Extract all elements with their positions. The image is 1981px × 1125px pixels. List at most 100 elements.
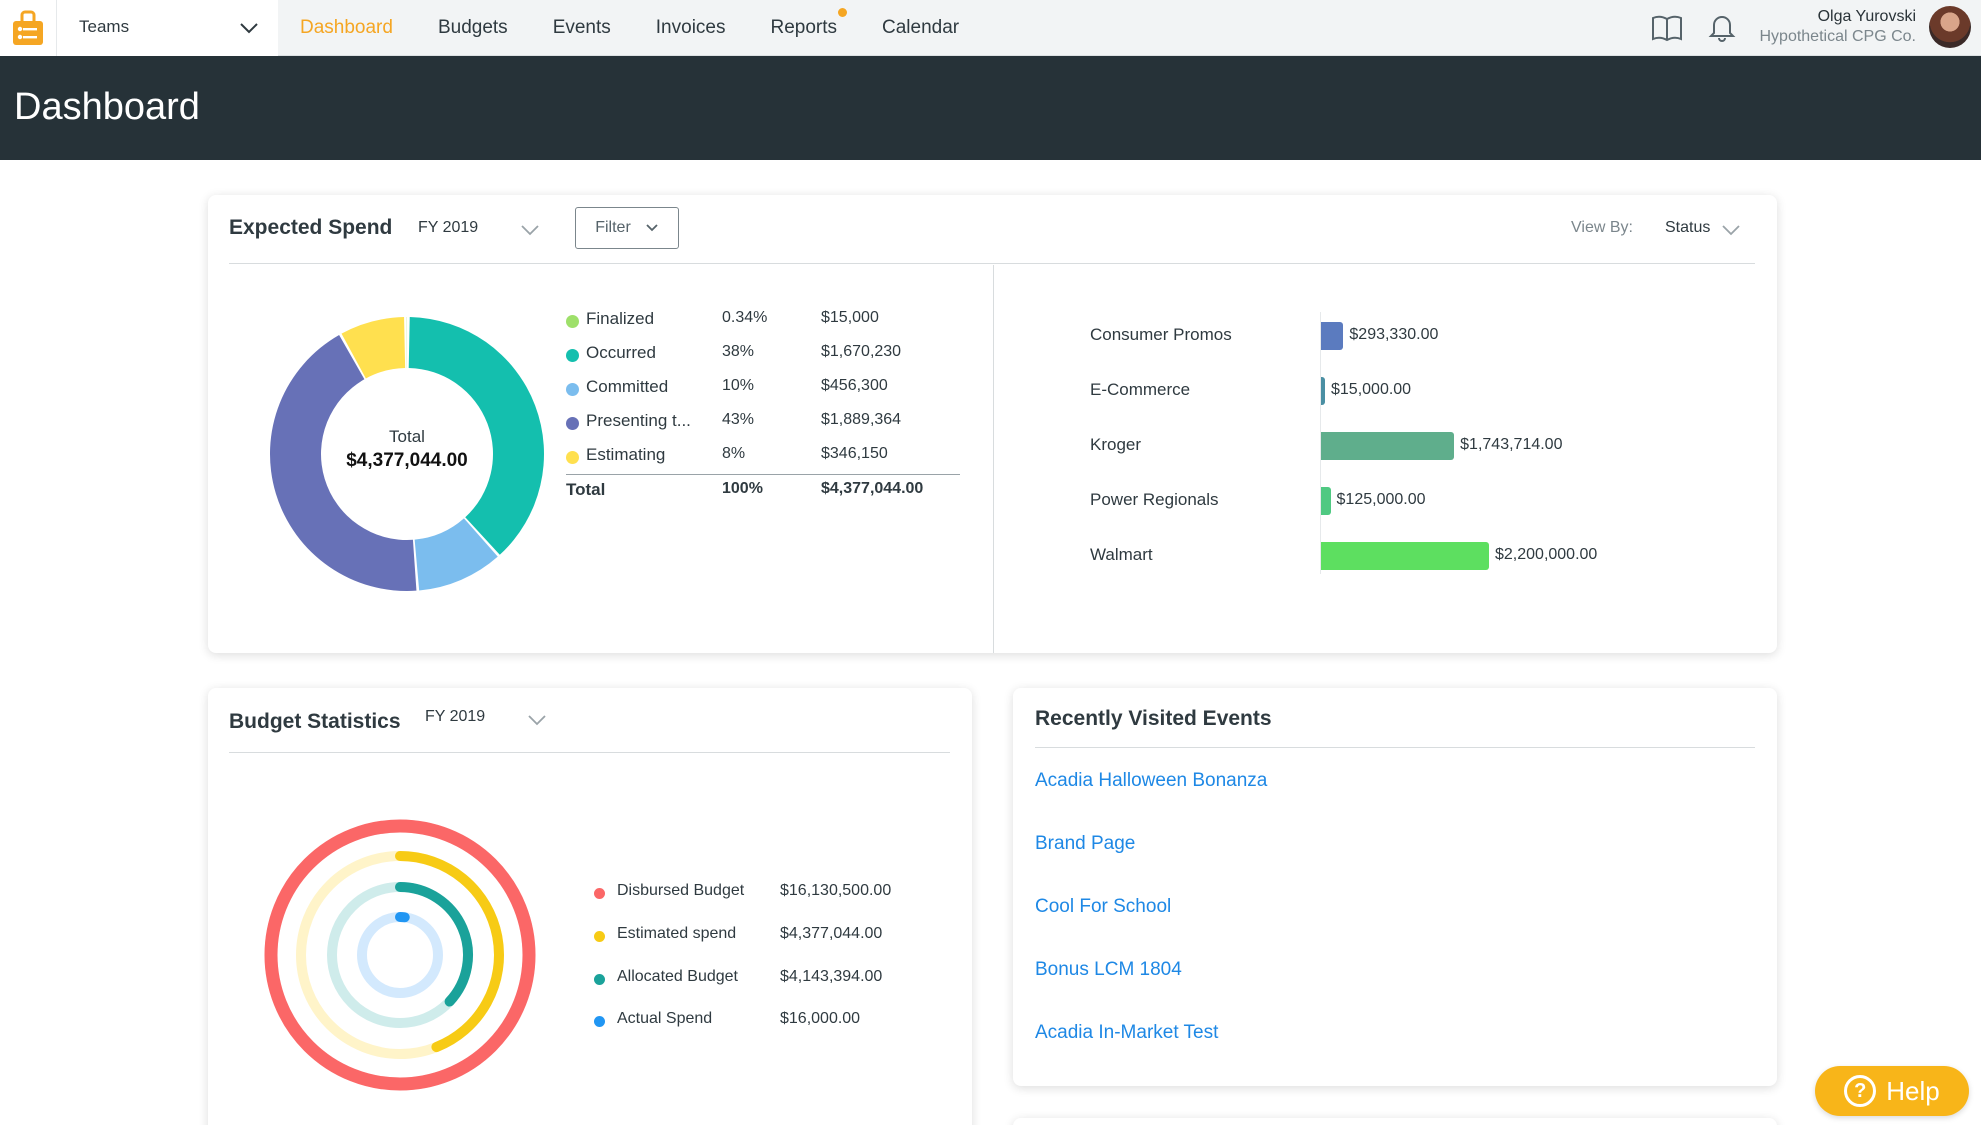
page-title: Dashboard bbox=[14, 86, 200, 128]
page-header: Dashboard bbox=[0, 56, 1981, 160]
radial-bar-allocated-budget[interactable] bbox=[395, 882, 473, 1007]
event-link[interactable]: Acadia Halloween Bonanza bbox=[1035, 770, 1268, 791]
chevron-down-icon bbox=[646, 224, 658, 232]
event-link[interactable]: Cool For School bbox=[1035, 896, 1172, 917]
radial-bar-estimated-spend[interactable] bbox=[395, 851, 504, 1053]
bar-label: Consumer Promos bbox=[1090, 325, 1232, 344]
nav-dashboard[interactable]: Dashboard bbox=[300, 17, 393, 38]
chevron-down-icon[interactable] bbox=[519, 219, 541, 241]
budget-statistics-fy[interactable]: FY 2019 bbox=[425, 708, 486, 725]
legend-pct: 0.34% bbox=[722, 309, 768, 326]
expected-spend-title: Expected Spend bbox=[229, 216, 393, 239]
legend-amount: $346,150 bbox=[821, 445, 888, 462]
legend-amount: $15,000 bbox=[821, 309, 879, 326]
legend-name: Occurred bbox=[586, 343, 656, 362]
notification-dot bbox=[838, 8, 848, 17]
book-icon[interactable] bbox=[1651, 14, 1683, 42]
app-logo[interactable] bbox=[0, 0, 56, 56]
help-button[interactable]: ? Help bbox=[1815, 1066, 1969, 1116]
donut-slice-committed[interactable] bbox=[414, 518, 498, 591]
expected-spend-fy[interactable]: FY 2019 bbox=[418, 219, 479, 236]
legend-total-amount: $4,377,044.00 bbox=[821, 480, 924, 497]
filter-button-label: Filter bbox=[595, 219, 631, 236]
budget-radial-chart bbox=[264, 819, 536, 1091]
legend-pct: 43% bbox=[722, 411, 755, 428]
question-icon: ? bbox=[1844, 1075, 1877, 1107]
bar-label: Power Regionals bbox=[1090, 490, 1219, 509]
user-name: Olga Yurovski bbox=[1817, 8, 1916, 25]
team-selector[interactable]: Teams bbox=[56, 0, 278, 56]
budget-legend-amount: $16,000.00 bbox=[780, 1010, 861, 1027]
legend-amount: $1,889,364 bbox=[821, 411, 902, 428]
chevron-down-icon[interactable] bbox=[1720, 219, 1742, 241]
legend-dot bbox=[566, 349, 579, 362]
event-link[interactable]: Acadia In-Market Test bbox=[1035, 1022, 1219, 1043]
budget-legend-amount: $4,377,044.00 bbox=[780, 925, 883, 942]
event-link[interactable]: Brand Page bbox=[1035, 833, 1136, 854]
legend-dot bbox=[566, 315, 579, 328]
nav-events[interactable]: Events bbox=[552, 17, 611, 38]
legend-name: Presenting t... bbox=[586, 411, 691, 430]
view-by-select[interactable]: Status bbox=[1665, 219, 1711, 236]
bar[interactable] bbox=[1321, 377, 1325, 405]
panel-divider bbox=[993, 265, 994, 653]
recent-events-card bbox=[1013, 688, 1777, 1086]
legend-pct: 8% bbox=[722, 445, 746, 462]
avatar[interactable] bbox=[1929, 6, 1971, 48]
card-divider bbox=[229, 752, 950, 753]
nav-invoices[interactable]: Invoices bbox=[655, 17, 726, 38]
main-nav: Dashboard Budgets Events Invoices Report… bbox=[300, 0, 1004, 56]
bar-label: Walmart bbox=[1090, 545, 1153, 564]
bar[interactable] bbox=[1321, 542, 1489, 570]
bar[interactable] bbox=[1321, 487, 1331, 515]
nav-budgets[interactable]: Budgets bbox=[437, 17, 508, 38]
donut-total-label: Total bbox=[389, 427, 425, 446]
legend-divider bbox=[566, 474, 960, 475]
nav-reports[interactable]: Reports bbox=[770, 8, 848, 39]
expected-spend-card bbox=[208, 195, 1777, 653]
legend-name: Committed bbox=[586, 377, 669, 396]
bar-value-label: $15,000.00 bbox=[1331, 381, 1412, 398]
recent-events-title: Recently Visited Events bbox=[1035, 707, 1272, 730]
bar-label: Kroger bbox=[1090, 435, 1142, 454]
legend-dot bbox=[594, 888, 605, 899]
radial-bar-disbursed-budget[interactable] bbox=[264, 819, 536, 1091]
help-button-label: Help bbox=[1886, 1075, 1940, 1106]
chevron-down-icon[interactable] bbox=[526, 709, 548, 731]
bar[interactable] bbox=[1321, 432, 1455, 460]
budget-statistics-card bbox=[208, 688, 972, 1125]
donut-total-value: $4,377,044.00 bbox=[346, 450, 468, 471]
bar-value-label: $2,200,000.00 bbox=[1495, 546, 1598, 563]
bar-value-label: $1,743,714.00 bbox=[1460, 436, 1563, 453]
filter-button[interactable]: Filter bbox=[575, 207, 679, 249]
donut-slice-estimating[interactable] bbox=[341, 317, 406, 379]
nav-calendar[interactable]: Calendar bbox=[882, 17, 960, 38]
donut-slice-occurred[interactable] bbox=[408, 317, 544, 555]
view-by-label: View By: bbox=[1571, 219, 1633, 236]
budget-legend-name: Allocated Budget bbox=[617, 968, 738, 985]
card-divider bbox=[1035, 747, 1755, 748]
budget-legend-name: Estimated spend bbox=[617, 925, 737, 942]
next-card-partial bbox=[1013, 1118, 1777, 1125]
bar-label: E-Commerce bbox=[1090, 380, 1191, 399]
donut-slice-presenting-t-[interactable] bbox=[270, 335, 417, 591]
legend-dot bbox=[594, 931, 605, 942]
budget-statistics-title: Budget Statistics bbox=[229, 710, 401, 733]
bar-value-label: $293,330.00 bbox=[1349, 326, 1439, 343]
budget-legend-amount: $4,143,394.00 bbox=[780, 968, 883, 985]
bar[interactable] bbox=[1321, 322, 1344, 350]
legend-amount: $456,300 bbox=[821, 377, 888, 394]
top-nav-bar: Teams Dashboard Budgets Events Invoices … bbox=[0, 0, 1981, 56]
team-selector-label: Teams bbox=[79, 17, 130, 36]
legend-total-row: Total 100% $4,377,044.00 bbox=[566, 480, 923, 500]
expected-spend-donut-chart bbox=[270, 317, 544, 591]
user-org: Hypothetical CPG Co. bbox=[1759, 28, 1916, 45]
legend-pct: 10% bbox=[722, 377, 755, 394]
legend-total-pct: 100% bbox=[722, 480, 763, 497]
legend-name: Finalized bbox=[586, 309, 655, 328]
bell-icon[interactable] bbox=[1708, 12, 1736, 42]
bar-value-label: $125,000.00 bbox=[1336, 491, 1426, 508]
legend-name: Estimating bbox=[586, 445, 666, 464]
legend-pct: 38% bbox=[722, 343, 755, 360]
event-link[interactable]: Bonus LCM 1804 bbox=[1035, 959, 1182, 980]
